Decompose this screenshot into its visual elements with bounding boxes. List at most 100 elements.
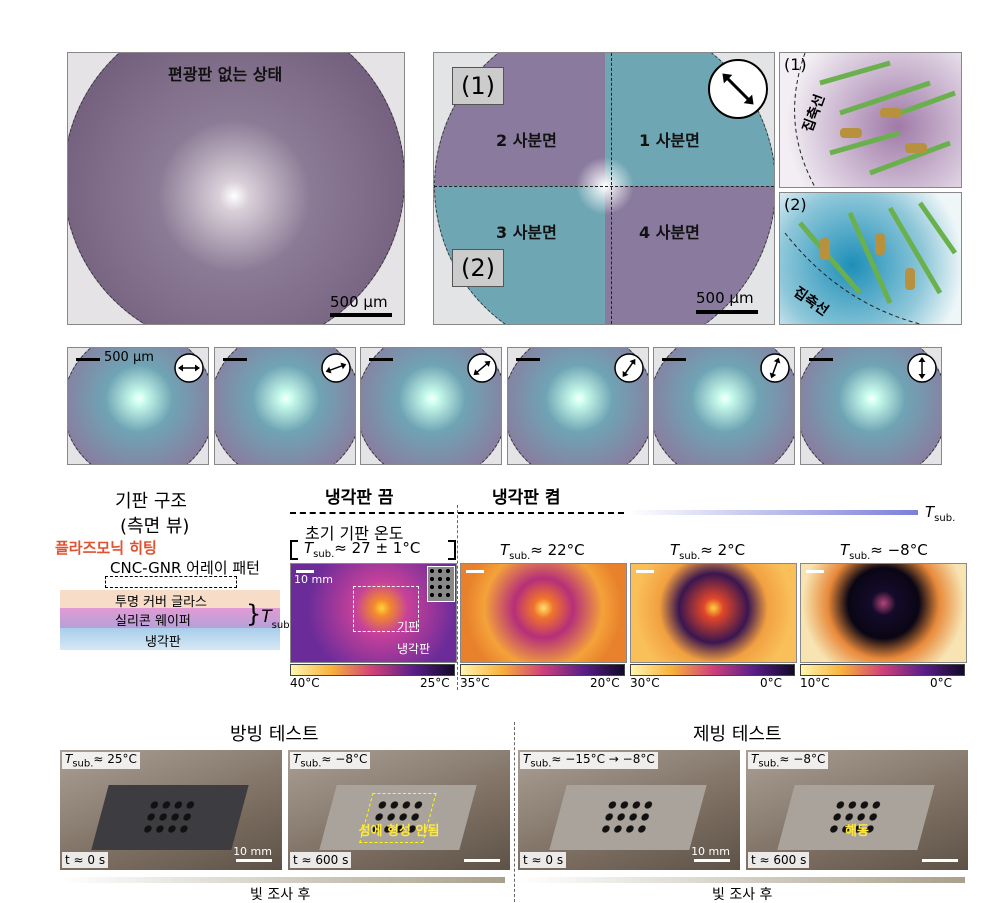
t-symbol: T bbox=[840, 541, 850, 559]
thermal-image bbox=[460, 563, 627, 663]
scale-bar bbox=[222, 358, 247, 361]
array bbox=[598, 799, 656, 835]
scale-bar bbox=[236, 859, 272, 862]
scale-bar bbox=[369, 358, 393, 361]
rotation-panel: 500 µm bbox=[67, 347, 209, 465]
colorbar-max: 35°C bbox=[460, 676, 490, 690]
polarizer-icon bbox=[174, 353, 204, 383]
temp-value: ≈ −15°C → −8°C bbox=[551, 752, 655, 766]
divider bbox=[514, 722, 515, 902]
de-icing-title: 제빙 테스트 bbox=[693, 724, 782, 745]
sample bbox=[91, 785, 249, 850]
array bbox=[140, 799, 198, 835]
tsub-axis: Tsub. bbox=[925, 503, 955, 524]
rotation-panel bbox=[360, 347, 502, 465]
light-label: 빛 조사 후 bbox=[712, 887, 773, 903]
cooling-off: 냉각판 끔 bbox=[325, 488, 394, 508]
t-symbol: T bbox=[670, 541, 680, 559]
t-sub: sub. bbox=[313, 549, 335, 560]
scale-bar bbox=[296, 570, 314, 573]
time-label: t ≈ 0 s bbox=[62, 852, 109, 868]
scale-bar bbox=[922, 859, 958, 862]
arrow-on bbox=[458, 512, 624, 514]
polarizer-icon bbox=[906, 353, 937, 383]
divider bbox=[611, 53, 612, 324]
scale-label: 10 mm bbox=[233, 845, 272, 858]
tsub-brace: }Tsub. bbox=[246, 600, 293, 631]
inset-label: (1) bbox=[452, 67, 504, 105]
colorbar-min: 25°C bbox=[420, 676, 450, 690]
rotation-panel bbox=[799, 347, 942, 465]
scale-label: 500 µm bbox=[696, 289, 754, 307]
tsub-label: Tsub.≈ 22°C bbox=[500, 541, 585, 562]
sample bbox=[549, 785, 707, 850]
colorbar bbox=[630, 664, 795, 676]
layer-cooling: 냉각판 bbox=[60, 628, 280, 650]
colorbar-min: 0°C bbox=[760, 676, 783, 690]
scale-bar bbox=[515, 358, 540, 361]
thermal-image bbox=[800, 563, 967, 663]
icing-photo: Tsub.≈ −15°C → −8°C t ≈ 0 s 10 mm bbox=[518, 750, 740, 870]
layer-glass: 투명 커버 글라스 bbox=[60, 590, 280, 610]
polarizer-icon bbox=[467, 353, 497, 383]
polarizer-icon bbox=[613, 353, 644, 383]
layer-label: 투명 커버 글라스 bbox=[115, 595, 207, 610]
anti-icing-title: 방빙 테스트 bbox=[230, 724, 319, 745]
colorbar bbox=[460, 664, 625, 676]
quadrant: 1 사분면 bbox=[639, 131, 700, 150]
polarizer-icon bbox=[708, 59, 768, 119]
t-sub: sub. bbox=[509, 551, 531, 562]
t-sub: sub. bbox=[679, 551, 701, 562]
array-box bbox=[105, 576, 237, 588]
t-sub: sub. bbox=[530, 758, 552, 770]
time-label: t ≈ 600 s bbox=[290, 852, 352, 868]
droplet bbox=[68, 53, 404, 324]
scale-bar bbox=[694, 859, 730, 862]
sample bbox=[319, 785, 477, 850]
array-label: CNC-GNR 어레이 패턴 bbox=[110, 559, 260, 577]
divider bbox=[457, 505, 458, 690]
layer-label: 냉각판 bbox=[145, 635, 181, 650]
scale-bar bbox=[696, 310, 758, 314]
light-label: 빛 조사 후 bbox=[250, 887, 311, 903]
icing-photo: Tsub.≈ −8°C t ≈ 600 s 성에 형성 안됨 bbox=[288, 750, 510, 870]
array-inset bbox=[427, 566, 455, 602]
scale-bar bbox=[662, 358, 686, 361]
heating-label: 플라즈모닉 히팅 bbox=[55, 539, 157, 557]
temp-value: ≈ −8°C bbox=[779, 752, 826, 766]
t-symbol: T bbox=[304, 539, 314, 557]
scale-bar bbox=[806, 570, 824, 573]
rods bbox=[784, 201, 958, 324]
t-sub: sub. bbox=[72, 758, 94, 770]
structure-view: (측면 뷰) bbox=[120, 516, 190, 537]
rotation-panel bbox=[213, 347, 356, 465]
tsub-arrow bbox=[628, 510, 918, 515]
temp-value: ≈ 22°C bbox=[530, 541, 585, 559]
colorbar-max: 40°C bbox=[290, 676, 320, 690]
temp-value: ≈ −8°C bbox=[321, 752, 368, 766]
rotation-panel bbox=[506, 347, 649, 465]
rods bbox=[794, 53, 956, 187]
tsub-label: Tsub.≈ −8°C bbox=[840, 541, 928, 562]
label: 편광판 없는 상태 bbox=[168, 65, 283, 84]
sample bbox=[777, 785, 935, 850]
substrate-box bbox=[353, 586, 419, 632]
scale-bar bbox=[330, 313, 392, 317]
time-label: t ≈ 600 s bbox=[748, 852, 810, 868]
scale-bar bbox=[636, 570, 654, 573]
scale-label: 500 µm bbox=[104, 350, 154, 365]
t-symbol: T bbox=[65, 752, 73, 766]
thermal-image bbox=[630, 563, 797, 663]
tsub-label: Tsub.≈ −8°C bbox=[748, 752, 829, 770]
schematic-label: (2) bbox=[784, 195, 807, 214]
quadrant: 2 사분면 bbox=[496, 131, 557, 150]
scale-bar bbox=[76, 358, 100, 361]
tsub-label: Tsub.≈ −8°C bbox=[290, 752, 371, 770]
t-symbol: T bbox=[925, 503, 935, 521]
polarizer-icon bbox=[320, 353, 351, 383]
schematic-label: (1) bbox=[784, 55, 807, 74]
colorbar-min: 0°C bbox=[930, 676, 953, 690]
scale-bar bbox=[808, 358, 833, 361]
layer-label: 실리콘 웨이퍼 bbox=[115, 614, 191, 629]
